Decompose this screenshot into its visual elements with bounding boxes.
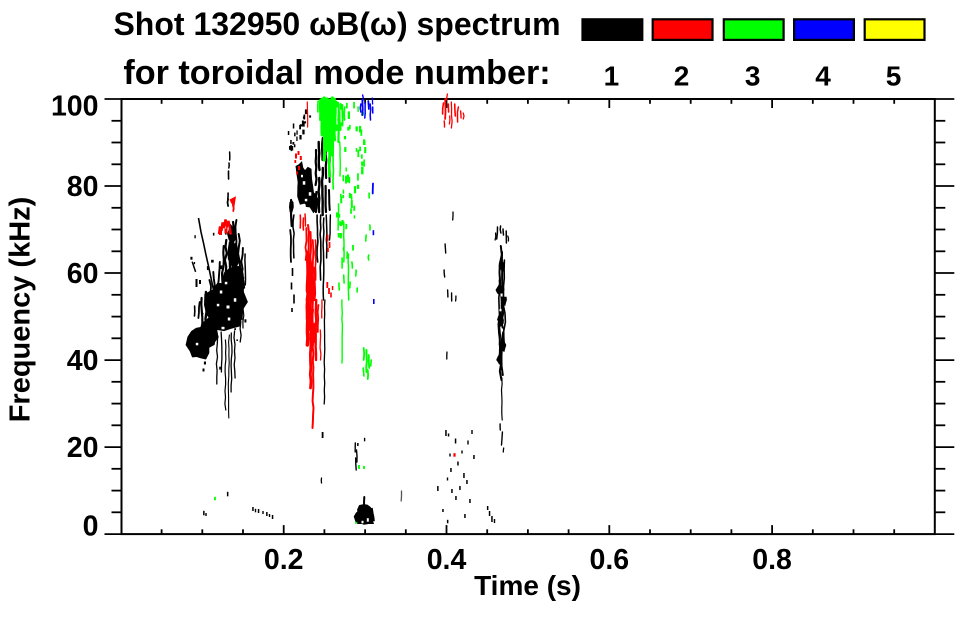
svg-text:5: 5 xyxy=(886,61,902,92)
svg-text:Time (s): Time (s) xyxy=(474,570,581,601)
svg-text:0.4: 0.4 xyxy=(427,544,467,576)
svg-text:4: 4 xyxy=(815,61,831,92)
svg-text:60: 60 xyxy=(67,258,99,290)
svg-text:2: 2 xyxy=(674,61,690,92)
svg-text:40: 40 xyxy=(67,345,99,377)
svg-text:Frequency (kHz): Frequency (kHz) xyxy=(4,197,36,423)
svg-text:80: 80 xyxy=(67,171,99,203)
svg-text:1: 1 xyxy=(604,61,620,92)
svg-text:0: 0 xyxy=(83,510,99,542)
svg-text:0.8: 0.8 xyxy=(752,544,792,576)
svg-text:20: 20 xyxy=(67,432,99,464)
svg-text:Shot 132950 ωB(ω) spectrum: Shot 132950 ωB(ω) spectrum xyxy=(113,6,560,42)
svg-text:0.2: 0.2 xyxy=(264,544,304,576)
svg-text:0.6: 0.6 xyxy=(589,544,629,576)
svg-text:100: 100 xyxy=(51,91,99,123)
svg-text:for toroidal mode number:: for toroidal mode number: xyxy=(123,54,550,92)
svg-text:3: 3 xyxy=(745,61,761,92)
